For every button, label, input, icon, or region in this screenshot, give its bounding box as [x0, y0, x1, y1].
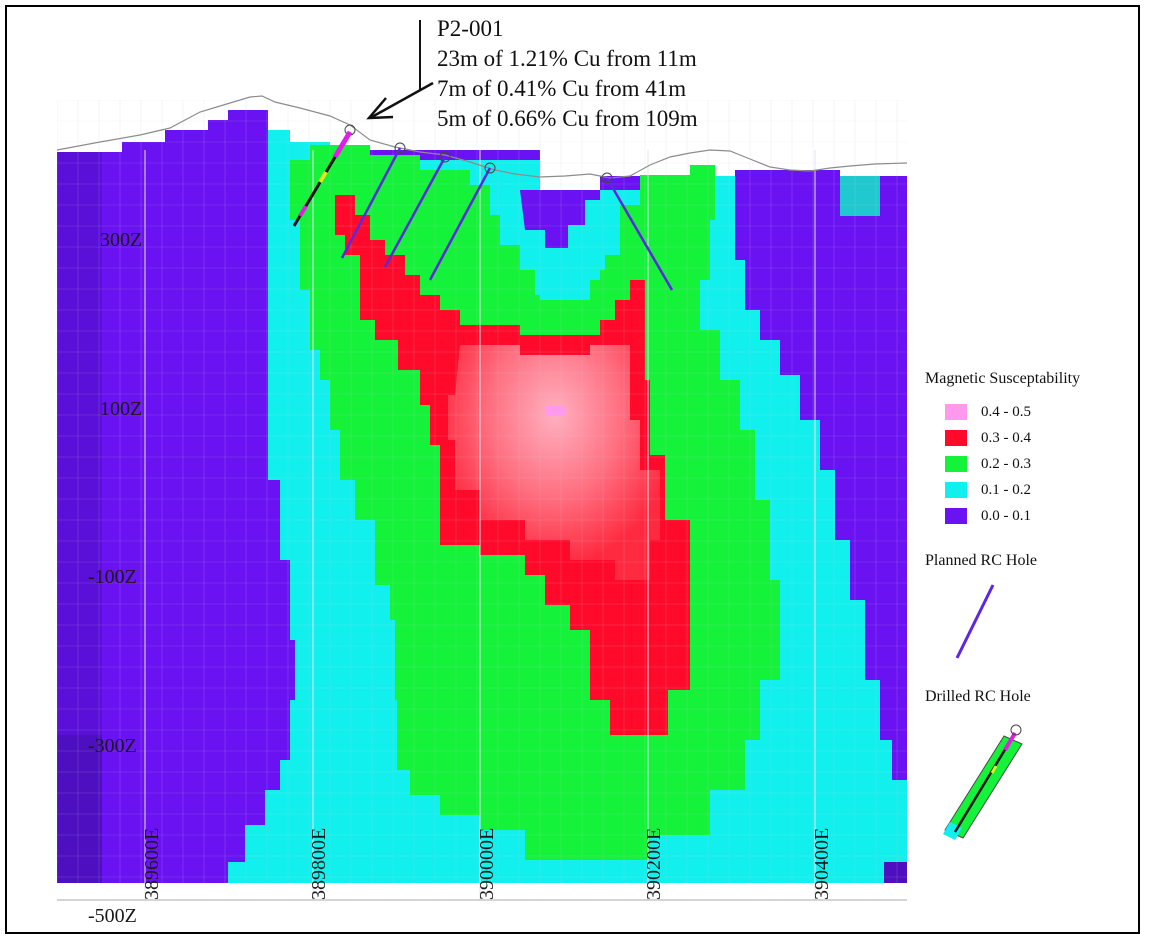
legend-label: 0.2 - 0.3 [981, 455, 1031, 472]
z-label-minus300: -300Z [88, 735, 137, 757]
legend-item-0.4-0.5: 0.4 - 0.5 [945, 402, 1031, 422]
callout-intercept-1: 23m of 1.21% Cu from 11m [437, 46, 697, 71]
collar-marker [394, 142, 406, 154]
legend-item-0.1-0.2: 0.1 - 0.2 [945, 480, 1031, 500]
callout-hole-id: P2-001 [437, 16, 504, 41]
zone-purple-notch [520, 190, 585, 248]
legend-label: 0.1 - 0.2 [981, 481, 1031, 498]
legend-item-0.0-0.1: 0.0 - 0.1 [945, 506, 1031, 526]
legend-label: 0.3 - 0.4 [981, 429, 1031, 446]
e-label-390200: 390200E [643, 828, 665, 900]
planned-holes [340, 147, 674, 291]
drilled-hole-intercept [298, 204, 308, 218]
drilled-hole-intercept [332, 130, 353, 159]
planned-hole-4 [605, 177, 674, 291]
legend-item-0.2-0.3: 0.2 - 0.3 [945, 454, 1031, 474]
legend-label: 0.4 - 0.5 [981, 403, 1031, 420]
legend-drilled-hole-intercept [1003, 731, 1017, 752]
callout-intercept-2: 7m of 0.41% Cu from 41m [437, 76, 687, 101]
susceptibility-model [57, 100, 907, 883]
zone-dark-bottom-left [57, 735, 102, 883]
callout-arrow-head [366, 97, 394, 120]
e-label-390000: 390000E [476, 828, 498, 900]
legend-swatch [945, 456, 967, 472]
z-label-300: 300Z [100, 229, 142, 251]
zone-cyan-topright [840, 176, 880, 216]
legend-planned-hole-label: Planned RC Hole [925, 552, 1037, 569]
drill-intercept-callout: P2-001 23m of 1.21% Cu from 11m 7m of 0.… [437, 14, 698, 134]
collar-marker [439, 151, 451, 163]
legend-drilled-hole-intercept [990, 765, 998, 774]
legend-swatch [945, 508, 967, 524]
drilled-hole-p2-001 [292, 130, 353, 227]
planned-hole-3 [428, 167, 492, 281]
collar-marker [601, 172, 613, 184]
drilled-hole-intercept [318, 170, 328, 184]
easting-lines [144, 150, 816, 900]
zone-dark-bottom-right [884, 862, 907, 883]
callout-intercept-3: 5m of 0.66% Cu from 109m [437, 106, 698, 131]
collar-marker [484, 162, 496, 174]
legend: Magnetic Susceptability 0.4 - 0.5 0.3 - … [925, 370, 1140, 705]
z-label-minus100: -100Z [88, 566, 137, 588]
zone-red-core [448, 345, 660, 580]
planned-hole-2 [383, 156, 447, 268]
planned-hole-1 [340, 147, 402, 259]
z-label-100: 100Z [100, 398, 142, 420]
legend-drilled-hole-symbol [943, 724, 1023, 840]
figure-frame [5, 5, 1140, 934]
e-label-390400: 390400E [811, 828, 833, 900]
callout-arrow-shaft [369, 81, 434, 120]
zone-0.4-0.5 [545, 406, 565, 416]
legend-item-0.3-0.4: 0.3 - 0.4 [945, 428, 1031, 448]
grid [57, 100, 907, 883]
legend-swatch [945, 404, 967, 420]
legend-label: 0.0 - 0.1 [981, 507, 1031, 524]
legend-swatch [945, 482, 967, 498]
topography-line [56, 95, 908, 179]
e-label-389600: 389600E [141, 828, 163, 900]
legend-planned-hole-symbol [955, 584, 995, 659]
legend-drilled-hole-label: Drilled RC Hole [925, 688, 1031, 705]
legend-drilled-hole-collar [1010, 724, 1022, 736]
legend-title: Magnetic Susceptability [925, 370, 1081, 387]
legend-swatch [945, 430, 967, 446]
e-label-389800: 389800E [308, 828, 330, 900]
z-label-minus500: -500Z [88, 905, 137, 927]
